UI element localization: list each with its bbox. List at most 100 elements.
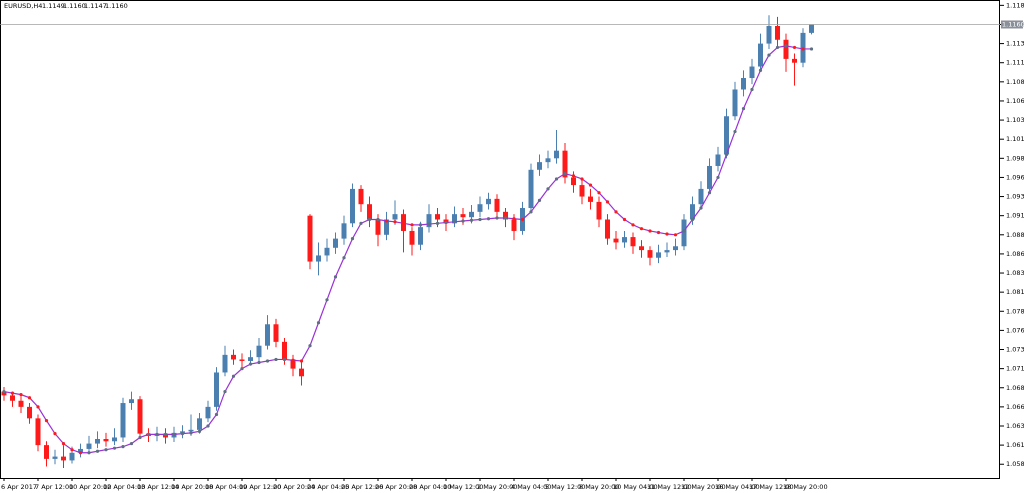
ma-point bbox=[19, 393, 23, 397]
ma-point bbox=[758, 68, 763, 72]
candle-body bbox=[528, 169, 534, 209]
y-tick-label: 1.1010 bbox=[1006, 135, 1024, 143]
header-value: 1.1160 bbox=[105, 2, 128, 10]
ma-point bbox=[809, 47, 814, 51]
ma-point bbox=[257, 360, 261, 365]
ma-point bbox=[495, 216, 499, 220]
ma-point bbox=[180, 432, 185, 436]
y-tick-label: 1.0760 bbox=[1006, 326, 1024, 334]
ma-point bbox=[733, 129, 737, 134]
candle-body bbox=[503, 211, 508, 220]
candle-body bbox=[205, 406, 211, 419]
x-tick-label: 18 Apr 04:00 bbox=[205, 483, 247, 491]
ma-point bbox=[223, 389, 227, 394]
header-value: 1.1149 bbox=[42, 2, 65, 10]
x-tick-label: 10 May 04:00 bbox=[613, 483, 658, 491]
candle-body bbox=[783, 39, 789, 59]
candle-body bbox=[10, 395, 15, 401]
candle-body bbox=[248, 357, 253, 361]
x-tick-label: 8 May 20:00 bbox=[579, 483, 619, 491]
ma-point bbox=[631, 223, 635, 227]
ma-point bbox=[775, 45, 780, 50]
ma-point bbox=[359, 221, 363, 225]
ma-point bbox=[27, 396, 32, 400]
candle-body bbox=[681, 219, 687, 247]
ma-point bbox=[146, 432, 151, 437]
candle-body bbox=[715, 154, 721, 166]
current-price-box bbox=[1001, 20, 1023, 29]
y-tick-label: 1.0910 bbox=[1006, 212, 1024, 220]
candle-body bbox=[698, 188, 704, 205]
ma-point bbox=[537, 198, 542, 202]
x-tick-label: 24 Apr 04:00 bbox=[307, 483, 349, 491]
ma-point bbox=[554, 177, 559, 181]
candle-body bbox=[86, 443, 92, 449]
ma-point bbox=[716, 175, 720, 180]
y-tick-label: 1.0885 bbox=[1006, 231, 1024, 239]
candle-body bbox=[545, 158, 551, 163]
candle-body bbox=[409, 230, 415, 245]
candle-body bbox=[95, 438, 100, 444]
ma-point bbox=[384, 219, 389, 223]
ma-point bbox=[461, 219, 465, 223]
ma-point bbox=[741, 107, 746, 111]
ma-point bbox=[597, 191, 601, 195]
ma-point bbox=[376, 217, 380, 222]
candle-body bbox=[324, 247, 330, 256]
x-tick-label: 19 Apr 12:00 bbox=[239, 483, 281, 491]
candle-body bbox=[282, 341, 287, 360]
x-tick-label: 10 Apr 20:00 bbox=[69, 483, 111, 491]
ma-point bbox=[622, 217, 627, 222]
candle-body bbox=[222, 354, 228, 373]
y-tick-label: 1.0635 bbox=[1006, 422, 1024, 430]
candle-body bbox=[630, 237, 636, 247]
x-tick-label: 12 Apr 04:00 bbox=[103, 483, 145, 491]
x-tick-label: 4 May 04:00 bbox=[511, 483, 551, 491]
candle-body bbox=[511, 219, 517, 231]
candle-body bbox=[333, 238, 338, 248]
ma-point bbox=[639, 227, 644, 231]
ma-point bbox=[214, 412, 219, 417]
candle-body bbox=[775, 26, 780, 40]
ma-point bbox=[435, 221, 440, 225]
candle-body bbox=[392, 214, 398, 220]
candle-body bbox=[758, 43, 763, 67]
ma-point bbox=[36, 405, 40, 409]
ma-point bbox=[265, 359, 270, 363]
ma-point bbox=[673, 233, 678, 237]
y-tick-label: 1.1185 bbox=[1006, 1, 1024, 9]
candle-body bbox=[367, 204, 372, 220]
ma-point bbox=[367, 217, 372, 222]
ma-point bbox=[571, 174, 576, 178]
candle-body bbox=[732, 89, 738, 117]
candle-body bbox=[69, 452, 75, 461]
ma-point bbox=[580, 177, 584, 181]
candle-body bbox=[749, 66, 755, 79]
candle-body bbox=[579, 185, 585, 197]
ma-point bbox=[70, 448, 74, 452]
candle-body bbox=[1, 391, 7, 396]
current-price-label: 1.1160 bbox=[1002, 20, 1024, 28]
candle-body bbox=[197, 418, 202, 430]
ma-point bbox=[129, 441, 134, 446]
x-tick-label: 17 May 12:00 bbox=[749, 483, 794, 491]
candle-body bbox=[571, 177, 576, 186]
candle-body bbox=[724, 116, 729, 155]
y-tick-label: 1.0685 bbox=[1006, 384, 1024, 392]
ma-point bbox=[2, 389, 6, 394]
ma-point bbox=[87, 451, 91, 455]
candle-body bbox=[435, 214, 440, 220]
ma-point bbox=[333, 275, 338, 279]
candle-body bbox=[358, 188, 364, 205]
ma-point bbox=[452, 220, 457, 224]
candle-body bbox=[129, 399, 134, 404]
candle-body bbox=[188, 429, 194, 432]
candle-body bbox=[494, 198, 500, 212]
candle-body bbox=[766, 26, 772, 44]
ma-point bbox=[240, 367, 244, 371]
candle-body bbox=[265, 324, 270, 346]
candle-body bbox=[375, 219, 381, 235]
candle-body bbox=[239, 359, 245, 361]
